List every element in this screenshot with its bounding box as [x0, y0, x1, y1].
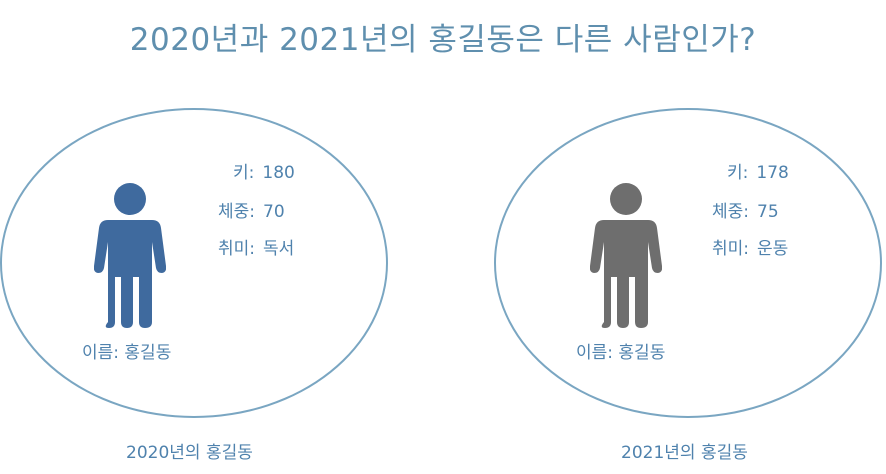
name-label: 이름: 홍길동 [82, 343, 172, 363]
attr-hobby: 취미: 운동 [712, 239, 789, 259]
caption-2020: 2020년의 홍길동 [126, 443, 253, 463]
page-title: 2020년과 2021년의 홍길동은 다른 사람인가? [129, 22, 757, 58]
attr-height: 키: 180 [233, 163, 295, 183]
caption-2021: 2021년의 홍길동 [621, 443, 748, 463]
name-label: 이름: 홍길동 [576, 343, 666, 363]
person-icon [590, 182, 662, 328]
person-icon [94, 182, 166, 328]
attr-weight: 체중: 75 [712, 202, 779, 222]
ellipse-2020 [0, 108, 388, 418]
ellipse-2021 [494, 108, 882, 418]
attr-height: 키: 178 [727, 163, 789, 183]
attr-weight: 체중: 70 [218, 202, 285, 222]
panel-2020: 키: 180 체중: 70 취미: 독서 이름: 홍길동 [0, 108, 392, 420]
attr-hobby: 취미: 독서 [218, 239, 295, 259]
panel-2021: 키: 178 체중: 75 취미: 운동 이름: 홍길동 [494, 108, 886, 420]
